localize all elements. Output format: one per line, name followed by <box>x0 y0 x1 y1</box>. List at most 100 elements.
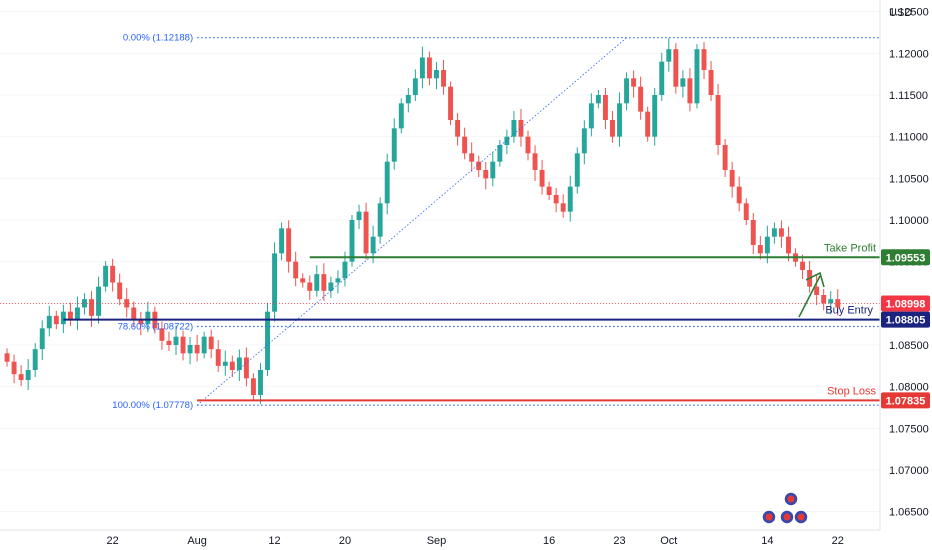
candle-body <box>39 328 45 350</box>
buy-entry-label: Buy Entry <box>825 305 873 317</box>
candle-body <box>455 120 461 137</box>
candle-body <box>187 345 193 354</box>
candle-body <box>222 361 228 366</box>
candle-body <box>159 328 165 341</box>
take-profit-price-tag-text: 1.09553 <box>886 252 926 264</box>
time-tick-label: 22 <box>832 535 844 547</box>
candle-body <box>349 220 355 262</box>
candle-body <box>405 95 411 104</box>
candle-body <box>638 86 644 112</box>
candle-body <box>53 315 59 325</box>
candle-body <box>419 57 425 79</box>
candle-body <box>750 220 756 245</box>
price-tick-label: 1.08500 <box>889 340 929 352</box>
candle-body <box>201 336 207 354</box>
price-tick-label: 1.08000 <box>889 382 929 394</box>
candle-body <box>279 228 285 254</box>
price-tick-label: 1.11000 <box>889 132 928 144</box>
time-tick-label: 20 <box>339 535 351 547</box>
candle-body <box>103 265 109 287</box>
candle-body <box>673 49 679 87</box>
candle-body <box>546 186 552 195</box>
candle-body <box>743 203 749 220</box>
candle-body <box>377 203 383 237</box>
time-tick-label: Aug <box>187 535 207 547</box>
candle-body <box>659 61 665 95</box>
candle-body <box>778 228 784 237</box>
candle-body <box>74 307 80 320</box>
candle-body <box>525 136 531 154</box>
candle-body <box>736 186 742 204</box>
candle-body <box>574 153 580 187</box>
candle-body <box>110 265 116 283</box>
candle-body <box>715 95 721 145</box>
candle-body <box>814 286 820 295</box>
price-axis-bg <box>880 0 932 550</box>
candle-body <box>229 361 235 370</box>
candle-body <box>265 311 270 370</box>
candle-body <box>441 70 446 87</box>
candle-body <box>483 170 489 179</box>
candle-body <box>300 278 306 283</box>
candle-body <box>138 320 144 325</box>
price-tick-label: 1.12500 <box>889 7 929 19</box>
candle-body <box>67 311 73 320</box>
candle-body <box>166 340 172 345</box>
candle-body <box>497 145 503 162</box>
price-tick-label: 1.07000 <box>889 465 929 477</box>
candle-body <box>370 236 376 254</box>
candle-body <box>398 103 404 129</box>
candle-body <box>117 282 123 300</box>
candle-body <box>250 378 256 395</box>
price-tick-label: 1.07500 <box>889 423 929 435</box>
candle-body <box>708 70 714 95</box>
candle-body <box>215 349 221 366</box>
candle-body <box>412 78 418 95</box>
candle-body <box>18 374 24 380</box>
us-flag-icon-center <box>765 513 773 521</box>
fib-label-786: 78.60% (1.08722) <box>118 322 194 333</box>
time-tick-label: Sep <box>427 535 447 547</box>
candle-body <box>560 203 566 212</box>
candle-body <box>539 170 545 187</box>
candle-body <box>131 307 137 320</box>
price-axis[interactable]: 1.12500 1.12000 1.11500 1.11000 1.10500 1.100… <box>879 0 932 550</box>
stop-loss-price-tag-bg <box>881 392 930 409</box>
price-tick-label: 1.06500 <box>889 507 929 519</box>
candle-body <box>764 236 770 254</box>
buy-entry-price-tag-bg <box>881 311 930 328</box>
time-tick-label: 14 <box>761 535 773 547</box>
candles <box>4 38 841 404</box>
candle-body <box>687 78 693 104</box>
stop-loss-label: Stop Loss <box>827 385 876 397</box>
candle-body <box>208 336 214 350</box>
price-tick-label: 1.10500 <box>889 173 929 185</box>
candle-body <box>25 370 31 380</box>
candle-body <box>356 211 362 220</box>
candle-body <box>729 170 735 187</box>
time-tick-label: 12 <box>268 535 280 547</box>
candle-body <box>595 95 601 104</box>
candle-body <box>800 261 806 270</box>
candle-body <box>602 95 608 120</box>
time-axis[interactable]: 22 Aug 12 20 Sep 16 23 Oct 14 22 <box>0 529 880 547</box>
candle-body <box>258 370 263 395</box>
candle-body <box>567 186 573 212</box>
candle-body <box>363 211 369 254</box>
take-profit-price-tag-bg <box>881 249 930 266</box>
forecast-arrow-head <box>805 271 825 288</box>
event-flags[interactable] <box>761 491 809 525</box>
candle-body <box>694 49 700 104</box>
fib-trend-line <box>196 37 627 406</box>
us-flag-icon-center <box>783 513 791 521</box>
candle-body <box>553 195 559 204</box>
candle-body <box>504 136 510 145</box>
candle-body <box>194 345 200 354</box>
currency-label: USD <box>889 7 912 19</box>
candle-body <box>476 161 482 170</box>
time-tick-label: 22 <box>107 535 119 547</box>
candle-body <box>236 357 242 370</box>
candle-body <box>581 128 587 154</box>
